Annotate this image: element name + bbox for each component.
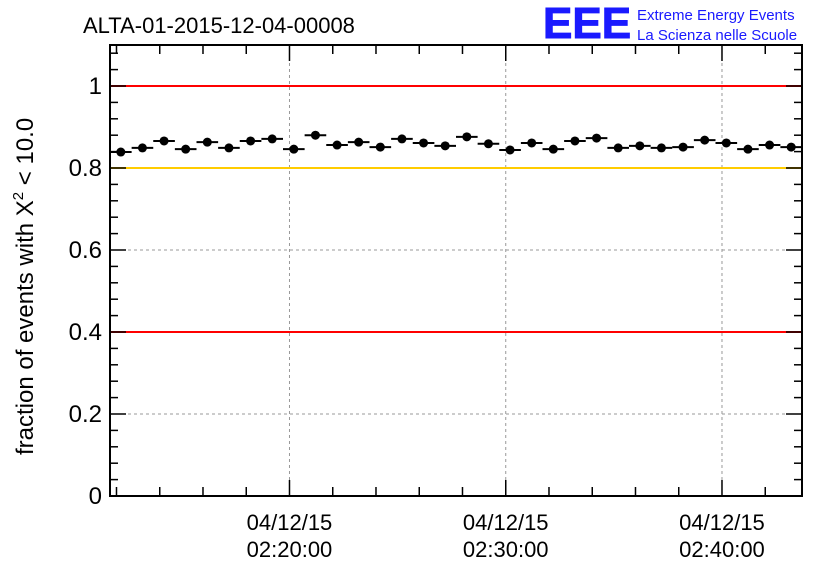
data-point (332, 140, 342, 150)
y-tick-label: 0.6 (69, 237, 102, 264)
data-point (289, 144, 299, 154)
data-point (267, 134, 277, 144)
data-points (110, 130, 802, 157)
axes: 00.20.40.60.8104/12/1502:20:0004/12/1502… (69, 44, 803, 562)
x-tick-time: 02:30:00 (463, 537, 549, 562)
x-tick-date: 04/12/15 (463, 510, 549, 535)
data-point (592, 133, 602, 143)
eee-logo: EEE Extreme Energy Events La Scienza nel… (543, 0, 798, 49)
y-tick-label: 0.8 (69, 155, 102, 182)
y-tick-label: 0 (89, 483, 102, 510)
x-tick-time: 02:20:00 (247, 537, 333, 562)
data-point (202, 137, 212, 147)
data-point (700, 135, 710, 145)
y-tick-label: 0.2 (69, 401, 102, 428)
data-point (527, 138, 537, 148)
data-point (224, 143, 234, 153)
data-point (721, 138, 731, 148)
data-point (786, 142, 796, 152)
x-tick-date: 04/12/15 (679, 510, 765, 535)
data-point (483, 139, 493, 149)
data-point (656, 143, 666, 153)
data-point (246, 136, 256, 146)
data-point (116, 147, 126, 157)
data-point (505, 145, 515, 155)
x-tick-date: 04/12/15 (247, 510, 333, 535)
data-point (678, 142, 688, 152)
grid (110, 45, 802, 496)
data-point (765, 140, 775, 150)
data-point (462, 132, 472, 142)
data-point (310, 130, 320, 140)
data-point (354, 137, 364, 147)
data-point (635, 141, 645, 151)
data-point (181, 144, 191, 154)
x-tick-time: 02:40:00 (679, 537, 765, 562)
logo-mark: EEE (543, 0, 631, 48)
data-point (419, 138, 429, 148)
y-tick-label: 1 (89, 73, 102, 100)
logo-line2: La Scienza nelle Scuole (637, 27, 797, 44)
chart-title: ALTA-01-2015-12-04-00008 (83, 13, 355, 38)
data-point (440, 141, 450, 151)
y-axis-label: fraction of events with X2 < 10.0 (10, 118, 39, 455)
logo-line1: Extreme Energy Events (637, 7, 795, 24)
data-point (375, 142, 385, 152)
data-point (137, 143, 147, 153)
data-point (743, 144, 753, 154)
data-point (548, 144, 558, 154)
data-point (613, 143, 623, 153)
data-point (570, 136, 580, 146)
y-tick-label: 0.4 (69, 319, 102, 346)
data-point (397, 134, 407, 144)
reference-lines (110, 85, 802, 333)
plot-frame (109, 44, 803, 497)
data-point (159, 136, 169, 146)
